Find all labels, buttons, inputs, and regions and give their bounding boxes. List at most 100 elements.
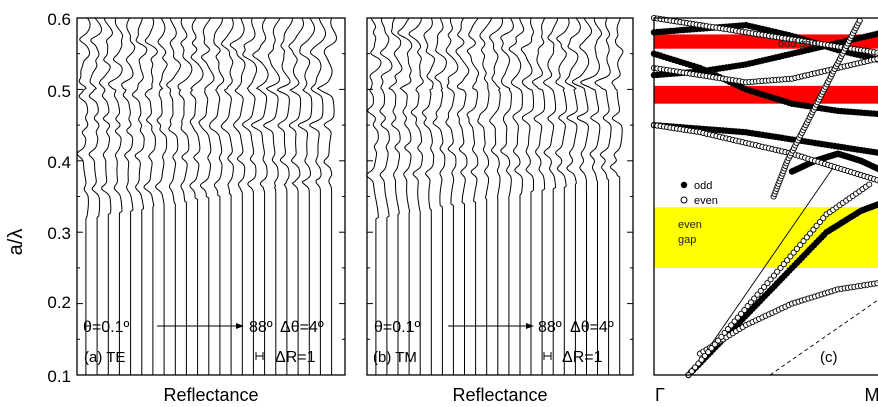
band-point-even (698, 356, 705, 363)
band-point-even (688, 368, 695, 375)
band-point-even (874, 55, 878, 62)
y-tick-labels: 0.1 0.2 0.3 0.4 0.5 0.6 (47, 10, 71, 386)
reflectance-trace (155, 17, 168, 375)
band-point-even (813, 222, 820, 229)
band-point-even (705, 349, 712, 356)
ticks-b (367, 17, 633, 376)
band-point-even (711, 341, 718, 348)
reflectance-trace (88, 17, 103, 375)
scale-bar-a (255, 352, 264, 360)
reflectance-trace (542, 17, 559, 375)
legend-label-odd: odd (694, 180, 712, 192)
angle-end-label-a: 88º (249, 319, 273, 336)
reflectance-trace (555, 17, 570, 375)
gap-label-even: even gap (678, 219, 705, 246)
scale-label-a: ΔR=1 (275, 349, 316, 366)
reflectance-trace (466, 17, 480, 375)
y-tick-label: 0.1 (47, 367, 71, 386)
y-tick-label: 0.4 (47, 153, 71, 172)
reflectance-trace (309, 17, 326, 375)
gap-band (654, 207, 878, 268)
reflectance-trace (594, 17, 612, 375)
band-point-even (816, 218, 823, 226)
band-point-even (761, 283, 768, 291)
band-point-even (751, 295, 758, 302)
reflectance-trace (288, 17, 305, 375)
band-point-even (701, 352, 708, 359)
band-point-odd (874, 110, 878, 118)
band-point-even (807, 230, 814, 237)
ticks-a (77, 17, 345, 376)
reflectance-trace (276, 18, 293, 375)
reflectance-trace (489, 17, 504, 375)
gap-label-odd: odd gap (778, 38, 818, 50)
band-point-even (787, 253, 794, 260)
y-tick-label: 0.5 (47, 82, 71, 101)
reflectance-trace (445, 17, 459, 375)
reflectance-trace (107, 17, 124, 375)
reflectance-trace (531, 17, 546, 375)
band-point-odd (875, 166, 878, 173)
y-tick-label: 0.6 (47, 10, 71, 29)
band-point-even (774, 268, 781, 275)
angle-step-label-b: Δθ=4º (570, 319, 614, 336)
band-point-even (777, 264, 784, 271)
reflectance-trace (189, 17, 204, 375)
reflectance-trace (477, 17, 492, 375)
band-point-even (866, 181, 873, 188)
band-point-even (874, 177, 878, 184)
band-point-even (793, 245, 800, 252)
band-point-even (784, 257, 791, 264)
reflectance-trace (241, 17, 258, 375)
reflectance-trace (297, 17, 316, 375)
reflectance-trace (508, 17, 525, 375)
traces-a (76, 17, 338, 375)
legend-label-even: even (694, 195, 718, 207)
reflectance-trace (520, 17, 534, 375)
angle-arrowhead-b (526, 323, 534, 329)
band-point-even (800, 238, 807, 245)
light-line-solid (689, 164, 836, 376)
band-point-even (708, 345, 715, 352)
reflectance-trace (455, 17, 470, 375)
band-point-even (744, 303, 751, 310)
legend-marker-even (680, 196, 688, 204)
panel-label-a: (a) TE (84, 349, 125, 366)
band-point-even (692, 364, 699, 371)
x-tick-label-m: M (865, 385, 878, 405)
reflectance-trace (571, 17, 593, 375)
reflectance-trace (229, 17, 246, 375)
scale-label-b: ΔR=1 (562, 349, 603, 366)
reflectance-trace (397, 17, 413, 375)
band-point-odd (874, 30, 878, 37)
band-point-even (770, 272, 777, 279)
reflectance-trace (251, 17, 269, 375)
gap-bands (654, 34, 878, 268)
reflectance-trace (143, 17, 158, 375)
traces-b (366, 17, 624, 375)
y-tick-label: 0.3 (47, 224, 71, 243)
band-point-even (780, 261, 787, 268)
angle-arrowhead-a (236, 323, 244, 329)
reflectance-trace (263, 17, 281, 375)
reflectance-trace (76, 17, 91, 375)
band-point-even (810, 226, 817, 233)
legend: odd even (680, 180, 718, 207)
band-points (650, 14, 878, 379)
panel-c-band-structure: odd gap even gap odd even (c) Γ M (650, 14, 878, 405)
panel-b-tm: θ=0.1º 88º Δθ=4º (b) TM ΔR=1 Reflectance (366, 17, 634, 405)
legend-marker-odd (680, 181, 688, 189)
reflectance-trace (131, 17, 148, 375)
panel-c-frame (653, 17, 878, 376)
scale-bar-b (543, 352, 552, 360)
band-point-even (797, 241, 804, 249)
light-line-dashed (769, 299, 878, 376)
angle-end-label-b: 88º (538, 319, 562, 336)
angle-step-label-a: Δθ=4º (280, 319, 324, 336)
reflectance-trace (408, 17, 424, 375)
reflectance-trace (98, 17, 114, 375)
panel-label-b: (b) TM (373, 349, 417, 366)
band-point-odd (874, 149, 878, 156)
band-point-even (803, 234, 810, 241)
reflectance-trace (379, 17, 393, 375)
